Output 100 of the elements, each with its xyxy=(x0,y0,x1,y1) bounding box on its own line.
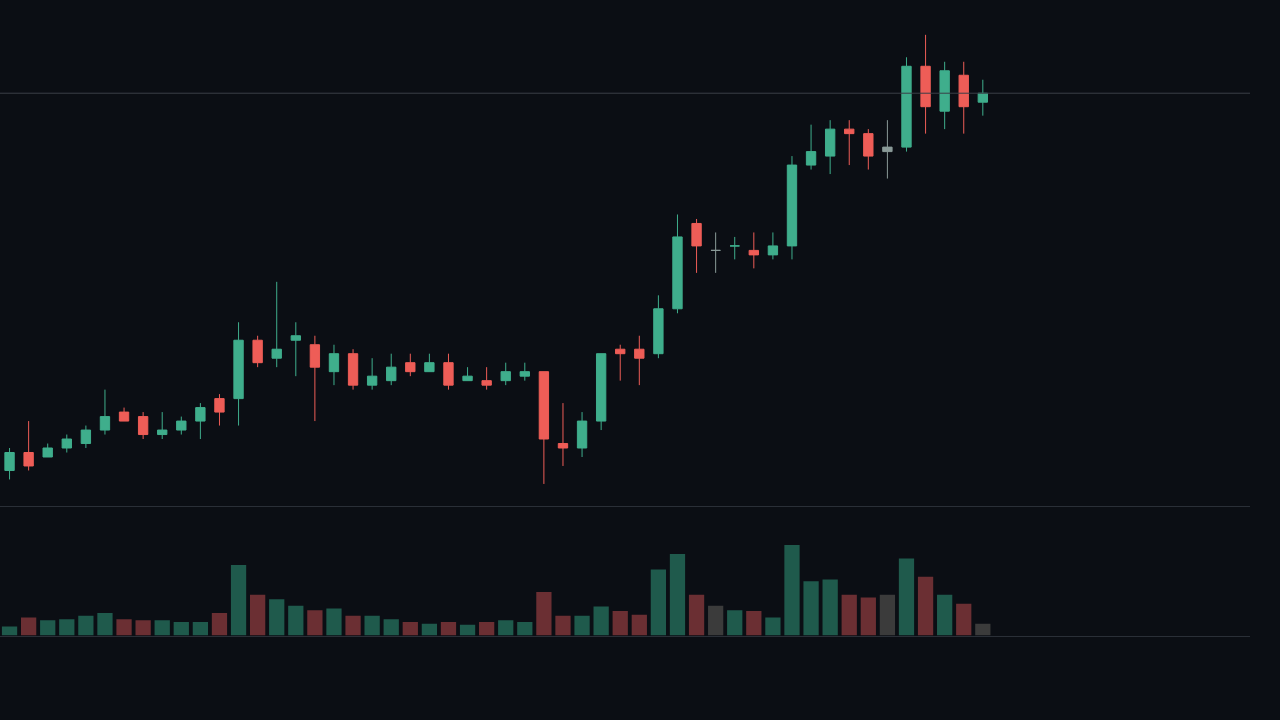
bar xyxy=(307,610,323,636)
bar xyxy=(211,612,228,636)
candlestick xyxy=(176,416,187,436)
bar xyxy=(479,622,495,636)
candlestick xyxy=(653,294,664,359)
candlestick xyxy=(61,434,72,454)
bar xyxy=(498,620,514,636)
bar xyxy=(688,594,705,636)
candlestick xyxy=(157,411,168,440)
candlestick xyxy=(538,371,550,485)
candlestick xyxy=(233,321,244,427)
bar xyxy=(727,610,743,636)
candlestick xyxy=(443,353,454,391)
candlestick xyxy=(729,236,740,260)
bar xyxy=(612,611,628,636)
bar xyxy=(250,594,266,636)
candlestick xyxy=(882,119,893,180)
candlestick xyxy=(901,56,912,153)
bar xyxy=(154,620,170,636)
candlestick xyxy=(23,420,34,471)
bar xyxy=(173,622,189,636)
bar xyxy=(650,569,667,636)
candlestick xyxy=(328,344,340,386)
candlestick xyxy=(786,155,798,260)
candlestick xyxy=(939,61,950,130)
bar xyxy=(937,594,953,636)
candlestick xyxy=(271,281,282,368)
candlestick xyxy=(405,353,416,377)
candlestick xyxy=(767,231,779,260)
bar xyxy=(536,592,552,636)
bar xyxy=(784,544,800,636)
bar xyxy=(879,594,896,636)
candlestick xyxy=(252,335,263,368)
candlestick xyxy=(634,335,645,386)
bar xyxy=(803,581,819,636)
bar xyxy=(975,623,991,636)
bar xyxy=(669,554,686,636)
candlestick xyxy=(557,402,569,467)
candlestick xyxy=(691,218,702,274)
bar xyxy=(383,619,399,636)
candlestick xyxy=(748,231,759,269)
bar xyxy=(459,624,476,636)
candlestick xyxy=(500,362,511,386)
bar xyxy=(421,623,438,636)
bar xyxy=(555,615,571,636)
candlestick xyxy=(118,407,130,422)
bar xyxy=(765,617,781,636)
candlestick xyxy=(386,353,397,386)
candlestick xyxy=(576,411,588,458)
candlestick xyxy=(595,353,607,431)
candlestick xyxy=(137,411,149,440)
bar xyxy=(116,619,132,636)
candlestick xyxy=(920,34,931,135)
candlestick xyxy=(42,443,53,458)
bar xyxy=(402,622,418,636)
bar xyxy=(574,615,590,636)
bar xyxy=(230,564,247,636)
candlestick xyxy=(366,357,378,391)
bar xyxy=(20,617,37,636)
candlestick xyxy=(519,362,530,382)
bar xyxy=(631,614,647,636)
candlestick xyxy=(710,231,721,274)
bar xyxy=(917,576,934,636)
bar xyxy=(40,620,56,636)
candlestick xyxy=(481,366,492,391)
bar xyxy=(517,622,533,636)
bar xyxy=(841,594,857,636)
candlestick xyxy=(672,213,683,314)
candlestick xyxy=(615,344,626,382)
candlestick xyxy=(4,447,15,480)
bar xyxy=(97,612,113,636)
bar xyxy=(326,608,342,636)
candlestick xyxy=(958,61,969,135)
candlestick xyxy=(824,119,836,175)
bar xyxy=(269,599,285,636)
bar xyxy=(288,605,304,636)
candlestick xyxy=(863,128,874,171)
candlestick xyxy=(347,348,359,391)
bar xyxy=(593,606,609,636)
candlestick xyxy=(462,366,473,382)
candlestick xyxy=(195,402,206,440)
bar xyxy=(822,579,838,636)
bar xyxy=(860,597,876,636)
bar xyxy=(192,622,209,636)
bar xyxy=(956,603,972,636)
bar xyxy=(708,605,724,636)
candlestick xyxy=(309,335,321,422)
bar xyxy=(345,615,361,636)
bar xyxy=(364,615,380,636)
candlestick xyxy=(424,353,435,373)
candlestick xyxy=(805,124,817,171)
bar xyxy=(440,622,457,636)
bar xyxy=(78,615,94,636)
bar xyxy=(898,558,915,636)
candlestick xyxy=(80,425,92,449)
bar xyxy=(135,620,151,636)
candlestick xyxy=(214,393,225,427)
bar xyxy=(59,619,75,636)
candlestick xyxy=(99,389,111,436)
candlestick xyxy=(290,321,301,377)
